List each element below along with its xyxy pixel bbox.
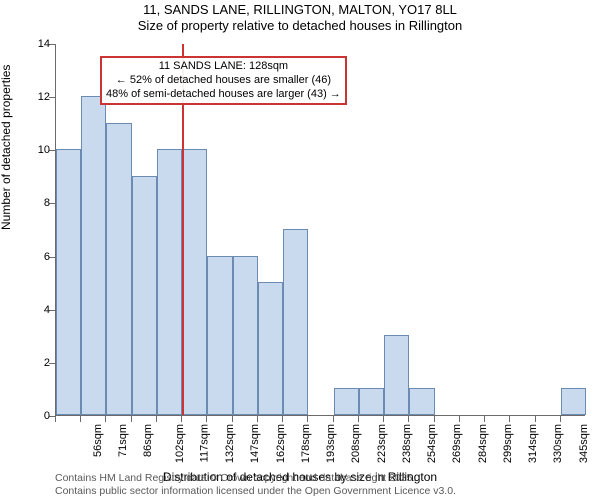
x-tick-label: 162sqm: [275, 424, 287, 463]
y-tick-label: 10: [10, 144, 50, 156]
x-tick-label: 299sqm: [502, 424, 514, 463]
x-tick-mark: [560, 416, 561, 422]
y-gridline: [56, 44, 585, 45]
histogram-bar: [561, 388, 586, 415]
x-tick-mark: [105, 416, 106, 422]
x-tick-mark: [156, 416, 157, 422]
histogram-bar: [182, 149, 207, 415]
histogram-bar: [359, 388, 384, 415]
x-tick-label: 254sqm: [426, 424, 438, 463]
x-tick-label: 345sqm: [578, 424, 590, 463]
x-tick-label: 117sqm: [198, 424, 210, 462]
x-tick-mark: [383, 416, 384, 422]
x-tick-label: 86sqm: [143, 424, 155, 457]
x-tick-mark: [257, 416, 258, 422]
y-tick-label: 4: [10, 304, 50, 316]
footer-line-1: Contains HM Land Registry data © Crown c…: [55, 472, 456, 485]
x-tick-mark: [232, 416, 233, 422]
annotation-box: 11 SANDS LANE: 128sqm ← 52% of detached …: [100, 56, 347, 105]
x-tick-label: 284sqm: [477, 424, 489, 463]
x-tick-label: 71sqm: [117, 424, 129, 457]
x-tick-mark: [282, 416, 283, 422]
histogram-bar: [157, 149, 182, 415]
x-tick-mark: [131, 416, 132, 422]
y-tick-label: 14: [10, 38, 50, 50]
annotation-line-3: 48% of semi-detached houses are larger (…: [106, 88, 341, 102]
x-tick-label: 102sqm: [174, 424, 186, 463]
histogram-bar: [132, 176, 157, 415]
x-tick-mark: [55, 416, 56, 422]
histogram-bar: [233, 256, 258, 415]
x-tick-label: 330sqm: [552, 424, 564, 463]
x-tick-label: 178sqm: [300, 424, 312, 463]
chart-title: 11, SANDS LANE, RILLINGTON, MALTON, YO17…: [0, 2, 600, 35]
x-tick-label: 208sqm: [351, 424, 363, 463]
x-tick-mark: [181, 416, 182, 422]
x-tick-label: 147sqm: [250, 424, 262, 463]
footer-line-2: Contains public sector information licen…: [55, 485, 456, 498]
x-tick-mark: [509, 416, 510, 422]
y-gridline: [56, 150, 585, 151]
title-line-2: Size of property relative to detached ho…: [0, 18, 600, 34]
x-tick-label: 193sqm: [325, 424, 337, 463]
annotation-line-2: ← 52% of detached houses are smaller (46…: [106, 74, 341, 88]
x-tick-mark: [459, 416, 460, 422]
y-tick-label: 6: [10, 251, 50, 263]
x-tick-mark: [333, 416, 334, 422]
title-line-1: 11, SANDS LANE, RILLINGTON, MALTON, YO17…: [0, 2, 600, 18]
histogram-bar: [283, 229, 308, 415]
x-tick-mark: [535, 416, 536, 422]
chart-footer: Contains HM Land Registry data © Crown c…: [55, 472, 456, 498]
histogram-bar: [334, 388, 359, 415]
x-tick-mark: [434, 416, 435, 422]
y-tick-label: 2: [10, 357, 50, 369]
y-tick-label: 12: [10, 91, 50, 103]
y-tick-label: 8: [10, 197, 50, 209]
x-tick-mark: [484, 416, 485, 422]
histogram-bar: [258, 282, 283, 415]
x-tick-label: 56sqm: [92, 424, 104, 457]
y-tick-label: 0: [10, 410, 50, 422]
x-tick-mark: [307, 416, 308, 422]
histogram-bar: [81, 96, 106, 415]
y-gridline: [56, 416, 585, 417]
x-tick-label: 314sqm: [527, 424, 539, 463]
x-tick-label: 269sqm: [451, 424, 463, 463]
x-tick-label: 238sqm: [401, 424, 413, 463]
histogram-bar: [207, 256, 232, 415]
x-tick-mark: [206, 416, 207, 422]
x-tick-label: 132sqm: [224, 424, 236, 463]
x-tick-mark: [80, 416, 81, 422]
histogram-bar: [106, 123, 131, 415]
x-tick-mark: [408, 416, 409, 422]
x-tick-mark: [358, 416, 359, 422]
plot-area: 11 SANDS LANE: 128sqm ← 52% of detached …: [55, 44, 585, 416]
x-tick-label: 223sqm: [376, 424, 388, 463]
histogram-bar: [56, 149, 81, 415]
property-size-chart: 11, SANDS LANE, RILLINGTON, MALTON, YO17…: [0, 0, 600, 500]
annotation-line-1: 11 SANDS LANE: 128sqm: [106, 60, 341, 74]
histogram-bar: [409, 388, 434, 415]
histogram-bar: [384, 335, 409, 415]
